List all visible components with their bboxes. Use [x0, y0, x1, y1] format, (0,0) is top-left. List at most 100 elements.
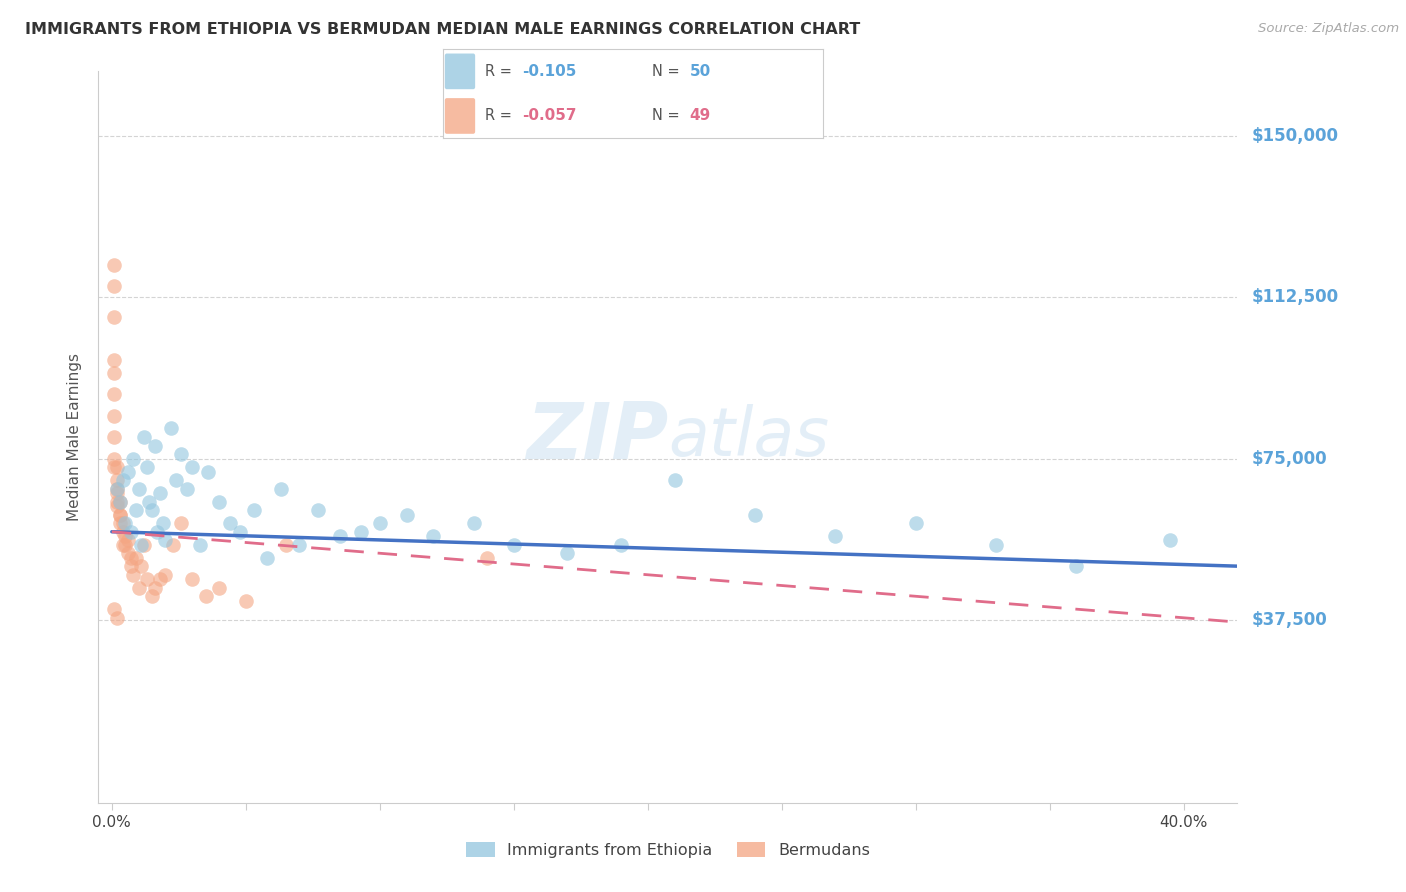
Point [132, 538, 155, 552]
Point [350, 524, 373, 539]
Point [208, 581, 231, 595]
Point [117, 546, 139, 560]
Point [256, 550, 278, 565]
Point [105, 473, 128, 487]
Point [395, 508, 418, 522]
Point [146, 524, 169, 539]
Point [162, 538, 184, 552]
Point [103, 409, 125, 423]
Point [108, 494, 131, 508]
Point [329, 529, 352, 543]
Point [128, 581, 150, 595]
Point [125, 503, 148, 517]
Point [307, 503, 329, 517]
Point [128, 482, 150, 496]
Point [103, 460, 125, 475]
Point [664, 473, 686, 487]
Point [103, 258, 125, 272]
Point [155, 533, 177, 548]
Point [103, 451, 125, 466]
Point [155, 567, 177, 582]
Point [288, 538, 311, 552]
Point [159, 421, 181, 435]
Text: -0.057: -0.057 [523, 109, 576, 123]
Point [103, 366, 125, 380]
Y-axis label: Median Male Earnings: Median Male Earnings [67, 353, 83, 521]
Point [105, 482, 128, 496]
Point [270, 482, 292, 496]
Text: ZIP: ZIP [526, 399, 668, 475]
Text: atlas: atlas [668, 404, 830, 470]
Point [103, 602, 125, 616]
Point [111, 516, 134, 530]
Point [120, 559, 142, 574]
Point [122, 451, 145, 466]
Point [114, 538, 136, 552]
Text: 50: 50 [690, 64, 711, 78]
Point [103, 279, 125, 293]
Point [165, 473, 187, 487]
Point [125, 550, 148, 565]
Point [122, 567, 145, 582]
Text: 49: 49 [690, 109, 711, 123]
Point [1066, 559, 1088, 574]
Point [105, 494, 128, 508]
Text: N =: N = [652, 109, 683, 123]
Point [105, 460, 128, 475]
Point [181, 572, 204, 586]
Point [176, 482, 198, 496]
Point [152, 516, 174, 530]
Point [111, 524, 134, 539]
Point [170, 516, 193, 530]
Point [274, 538, 297, 552]
Point [243, 503, 266, 517]
Point [149, 486, 172, 500]
Point [229, 524, 252, 539]
Point [103, 430, 125, 444]
Point [170, 447, 193, 461]
Point [557, 546, 579, 560]
Point [502, 538, 524, 552]
Point [132, 430, 155, 444]
Point [105, 499, 128, 513]
Point [103, 387, 125, 401]
Text: R =: R = [485, 64, 516, 78]
Text: $150,000: $150,000 [1251, 127, 1339, 145]
Point [114, 529, 136, 543]
Point [149, 572, 172, 586]
Point [194, 589, 217, 603]
Point [463, 516, 485, 530]
Text: $37,500: $37,500 [1251, 611, 1327, 629]
Point [108, 494, 131, 508]
Point [120, 550, 142, 565]
Point [235, 593, 257, 607]
Point [904, 516, 927, 530]
Point [105, 486, 128, 500]
Point [103, 310, 125, 324]
Point [129, 559, 152, 574]
Point [197, 465, 219, 479]
FancyBboxPatch shape [444, 54, 475, 89]
Point [475, 550, 498, 565]
Legend: Immigrants from Ethiopia, Bermudans: Immigrants from Ethiopia, Bermudans [460, 836, 876, 864]
Point [824, 529, 846, 543]
Point [181, 460, 204, 475]
Point [1159, 533, 1181, 548]
Point [141, 589, 163, 603]
Text: R =: R = [485, 109, 516, 123]
Point [103, 352, 125, 367]
Point [117, 465, 139, 479]
Point [105, 482, 128, 496]
Point [143, 439, 166, 453]
Point [135, 572, 157, 586]
Text: N =: N = [652, 64, 683, 78]
Point [108, 516, 131, 530]
Point [218, 516, 240, 530]
Text: -0.105: -0.105 [523, 64, 576, 78]
Point [141, 503, 163, 517]
Point [208, 494, 231, 508]
Text: IMMIGRANTS FROM ETHIOPIA VS BERMUDAN MEDIAN MALE EARNINGS CORRELATION CHART: IMMIGRANTS FROM ETHIOPIA VS BERMUDAN MED… [25, 22, 860, 37]
FancyBboxPatch shape [444, 98, 475, 134]
Point [368, 516, 391, 530]
Point [108, 508, 131, 522]
